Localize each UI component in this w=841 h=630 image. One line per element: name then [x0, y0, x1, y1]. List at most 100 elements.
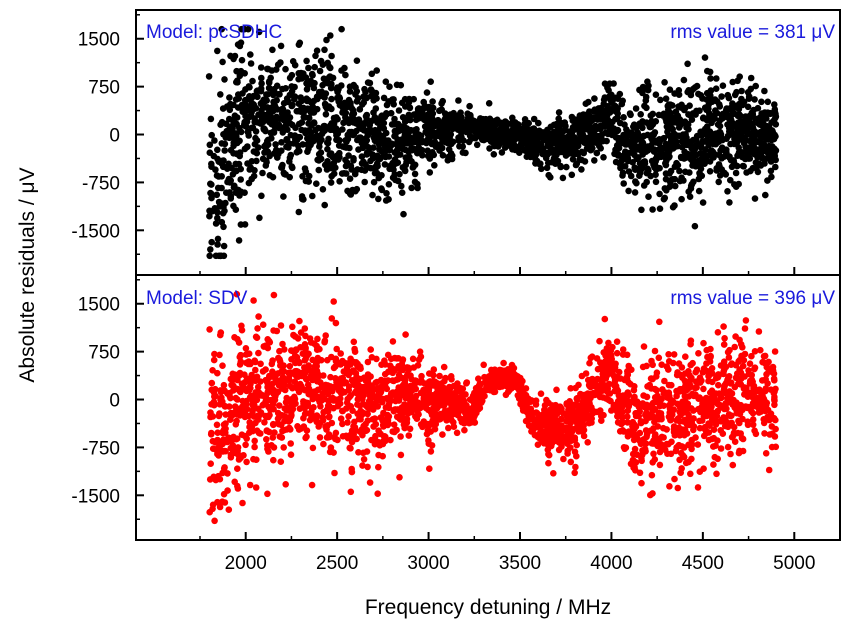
- data-point: [675, 132, 683, 140]
- data-point: [250, 455, 257, 463]
- data-point: [704, 67, 711, 75]
- data-point: [254, 383, 262, 391]
- data-point: [208, 163, 215, 170]
- data-point: [207, 115, 215, 123]
- data-point: [539, 148, 547, 156]
- data-point: [422, 128, 430, 136]
- data-point: [270, 421, 277, 429]
- data-point: [218, 218, 226, 226]
- data-point: [319, 81, 326, 89]
- data-point: [354, 95, 362, 102]
- data-point: [688, 441, 696, 448]
- data-point: [330, 397, 338, 404]
- data-point: [667, 416, 674, 424]
- data-point: [676, 167, 683, 175]
- data-point: [426, 169, 434, 176]
- data-point: [219, 362, 226, 370]
- data-point: [359, 462, 366, 469]
- data-point: [429, 104, 437, 112]
- data-point: [639, 118, 646, 125]
- data-point: [556, 123, 563, 131]
- data-point: [259, 169, 266, 177]
- data-point: [361, 178, 369, 186]
- data-point: [770, 145, 778, 152]
- data-point: [498, 149, 506, 156]
- data-point: [591, 157, 598, 164]
- data-point: [609, 343, 616, 351]
- data-point: [656, 146, 664, 153]
- data-point: [364, 417, 372, 424]
- data-point: [337, 350, 345, 357]
- data-point: [351, 170, 359, 178]
- data-point: [381, 161, 389, 168]
- data-point: [222, 425, 229, 433]
- data-point: [275, 91, 282, 98]
- data-point: [695, 175, 703, 183]
- data-point: [317, 149, 325, 156]
- data-point: [364, 79, 372, 86]
- data-point: [534, 441, 542, 449]
- data-point: [431, 162, 438, 169]
- data-point: [638, 147, 645, 155]
- data-point: [462, 149, 469, 157]
- data-point: [381, 370, 389, 378]
- data-point: [606, 128, 614, 136]
- data-point: [400, 409, 408, 416]
- data-point: [289, 121, 296, 129]
- data-point: [640, 158, 647, 166]
- data-point: [674, 142, 681, 150]
- data-point: [771, 348, 779, 355]
- data-point: [467, 112, 474, 120]
- data-point: [562, 152, 570, 159]
- data-point: [375, 463, 382, 471]
- data-point: [764, 380, 771, 387]
- data-point: [629, 159, 636, 166]
- data-point: [211, 350, 218, 358]
- data-point: [364, 371, 372, 378]
- data-point: [449, 394, 457, 401]
- data-point: [660, 434, 667, 441]
- data-point: [591, 95, 598, 102]
- data-point: [218, 140, 226, 147]
- data-point: [224, 178, 231, 186]
- data-point: [626, 110, 634, 117]
- data-point: [664, 450, 671, 458]
- data-point: [253, 149, 261, 157]
- data-point: [724, 121, 731, 128]
- data-point: [726, 154, 733, 161]
- data-point: [424, 118, 431, 126]
- data-point: [208, 131, 215, 139]
- data-point: [674, 442, 682, 450]
- data-point: [557, 162, 564, 170]
- data-point: [424, 393, 431, 400]
- data-point: [473, 141, 481, 149]
- data-point: [354, 401, 361, 408]
- data-point: [206, 207, 213, 215]
- data-point: [610, 80, 617, 87]
- data-point: [278, 164, 285, 171]
- data-point: [330, 126, 337, 134]
- data-point: [277, 458, 285, 466]
- data-point: [400, 210, 407, 218]
- data-point: [295, 120, 303, 128]
- data-point: [282, 85, 290, 92]
- data-point: [396, 474, 403, 481]
- data-point: [307, 77, 315, 85]
- data-point: [342, 109, 350, 117]
- data-point: [362, 138, 369, 146]
- data-point: [279, 374, 287, 381]
- data-point: [700, 385, 707, 393]
- data-point: [717, 403, 724, 411]
- data-point: [373, 378, 381, 386]
- data-point: [299, 350, 307, 358]
- data-point: [402, 132, 410, 139]
- data-point: [677, 411, 684, 419]
- data-point: [637, 163, 644, 171]
- data-point: [591, 114, 599, 121]
- data-point: [235, 237, 243, 244]
- data-point: [300, 414, 307, 422]
- data-point: [681, 431, 688, 439]
- data-point: [235, 68, 242, 75]
- data-point: [431, 419, 439, 427]
